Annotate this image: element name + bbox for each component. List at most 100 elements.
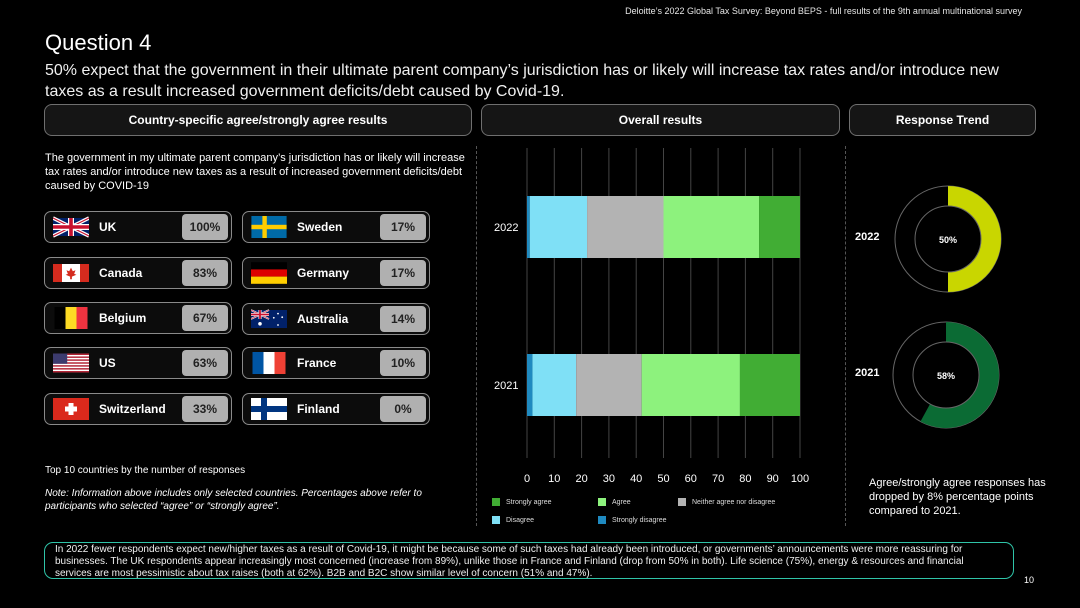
legend-swatch — [678, 498, 686, 506]
france-flag-icon — [252, 352, 286, 374]
x-tick-label: 80 — [739, 473, 751, 485]
donut-year-label: 2021 — [855, 367, 880, 379]
x-tick-label: 60 — [685, 473, 697, 485]
country-value: 63% — [182, 350, 228, 376]
x-tick-label: 20 — [575, 473, 587, 485]
country-name: Switzerland — [99, 402, 166, 416]
country-name: Belgium — [99, 311, 147, 325]
country-card-germany: Germany 17% — [242, 257, 430, 289]
legend-label: Agree — [612, 498, 631, 506]
country-card-switzerland: Switzerland 33% — [44, 393, 232, 425]
country-card-finland: Finland 0% — [242, 393, 430, 425]
country-card-us: US 63% — [44, 347, 232, 379]
country-name: Germany — [297, 266, 350, 280]
page-number: 10 — [1023, 575, 1034, 585]
legend-swatch — [492, 516, 500, 524]
sweden-flag-icon — [251, 216, 287, 238]
x-tick-label: 40 — [630, 473, 642, 485]
bar-segment — [587, 196, 664, 258]
bar-segment — [529, 196, 588, 258]
footnote: Note: Information above includes only se… — [45, 488, 422, 512]
country-card-australia: Australia 14% — [242, 303, 430, 335]
x-tick-label: 50 — [657, 473, 669, 485]
y-tick-label: 2021 — [494, 380, 518, 392]
us-flag-icon — [53, 353, 89, 373]
legend-item: Agree — [598, 498, 631, 506]
country-panel-header: Country-specific agree/strongly agree re… — [44, 104, 472, 136]
bar-segment — [527, 354, 533, 416]
country-card-canada: Canada 83% — [44, 257, 232, 289]
bar-segment — [759, 196, 800, 258]
country-name: Australia — [297, 312, 349, 326]
legend-label: Strongly disagree — [612, 516, 667, 524]
country-value: 100% — [182, 214, 228, 240]
country-value: 10% — [380, 350, 426, 376]
country-value: 33% — [182, 396, 228, 422]
country-card-france: France 10% — [242, 347, 430, 379]
legend-item: Strongly agree — [492, 498, 552, 506]
donut-value-label: 50% — [939, 235, 957, 245]
header-note: Deloitte’s 2022 Global Tax Survey: Beyon… — [625, 6, 1022, 16]
bar-segment — [739, 354, 800, 416]
germany-flag-icon — [251, 262, 287, 284]
country-description: The government in my ultimate parent com… — [45, 152, 465, 192]
uk-flag-icon — [53, 216, 89, 238]
bar-segment — [663, 196, 760, 258]
x-tick-label: 0 — [524, 473, 530, 485]
bar-segment — [576, 354, 642, 416]
country-card-uk: UK 100% — [44, 211, 232, 243]
legend-swatch — [598, 516, 606, 524]
legend-label: Strongly agree — [506, 498, 552, 506]
overall-panel-header: Overall results — [481, 104, 840, 136]
australia-flag-icon — [251, 309, 287, 328]
country-name: Canada — [99, 266, 143, 280]
legend-label: Disagree — [506, 516, 535, 524]
x-tick-label: 90 — [767, 473, 779, 485]
canada-flag-icon — [53, 264, 89, 282]
donut-2022: 50% — [894, 185, 1002, 293]
bar-segment — [527, 196, 530, 258]
footer-callout: In 2022 fewer respondents expect new/hig… — [44, 542, 1014, 579]
page-title: Question 4 — [45, 30, 152, 55]
legend-item: Disagree — [492, 516, 534, 524]
country-value: 83% — [182, 260, 228, 286]
donut-segment — [948, 186, 1001, 292]
x-tick-label: 30 — [603, 473, 615, 485]
finland-flag-icon — [251, 398, 287, 420]
x-tick-label: 70 — [712, 473, 724, 485]
belgium-flag-icon — [54, 307, 88, 329]
country-card-belgium: Belgium 67% — [44, 302, 232, 334]
x-tick-label: 100 — [791, 473, 809, 485]
page-subtitle: 50% expect that the government in their … — [45, 62, 999, 100]
donut-year-label: 2022 — [855, 231, 880, 243]
legend-swatch — [492, 498, 500, 506]
country-name: UK — [99, 220, 117, 234]
donut-segment — [920, 322, 999, 428]
country-name: France — [297, 356, 337, 370]
country-value: 17% — [380, 260, 426, 286]
legend-item: Strongly disagree — [598, 516, 666, 524]
trend-panel-header: Response Trend — [849, 104, 1036, 136]
donut-hole — [912, 341, 980, 409]
legend-label: Neither agree nor disagree — [692, 498, 776, 506]
switzerland-flag-icon — [53, 398, 89, 420]
x-tick-label: 10 — [548, 473, 560, 485]
country-value: 67% — [182, 305, 228, 331]
bar-segment — [532, 354, 577, 416]
divider — [476, 146, 477, 526]
y-tick-label: 2022 — [494, 222, 518, 234]
donut-value-label: 58% — [937, 371, 955, 381]
country-card-sweden: Sweden 17% — [242, 211, 430, 243]
trend-note: Agree/strongly agree responses has dropp… — [869, 477, 1046, 517]
donut-2021: 58% — [892, 321, 1000, 429]
country-value: 17% — [380, 214, 426, 240]
legend-swatch — [598, 498, 606, 506]
country-value: 0% — [380, 396, 426, 422]
bar-segment — [641, 354, 740, 416]
divider — [845, 146, 846, 526]
legend-item: Neither agree nor disagree — [678, 498, 775, 506]
country-name: Finland — [297, 402, 340, 416]
country-name: Sweden — [297, 220, 343, 234]
country-value: 14% — [380, 306, 426, 332]
donut-hole — [914, 205, 982, 273]
